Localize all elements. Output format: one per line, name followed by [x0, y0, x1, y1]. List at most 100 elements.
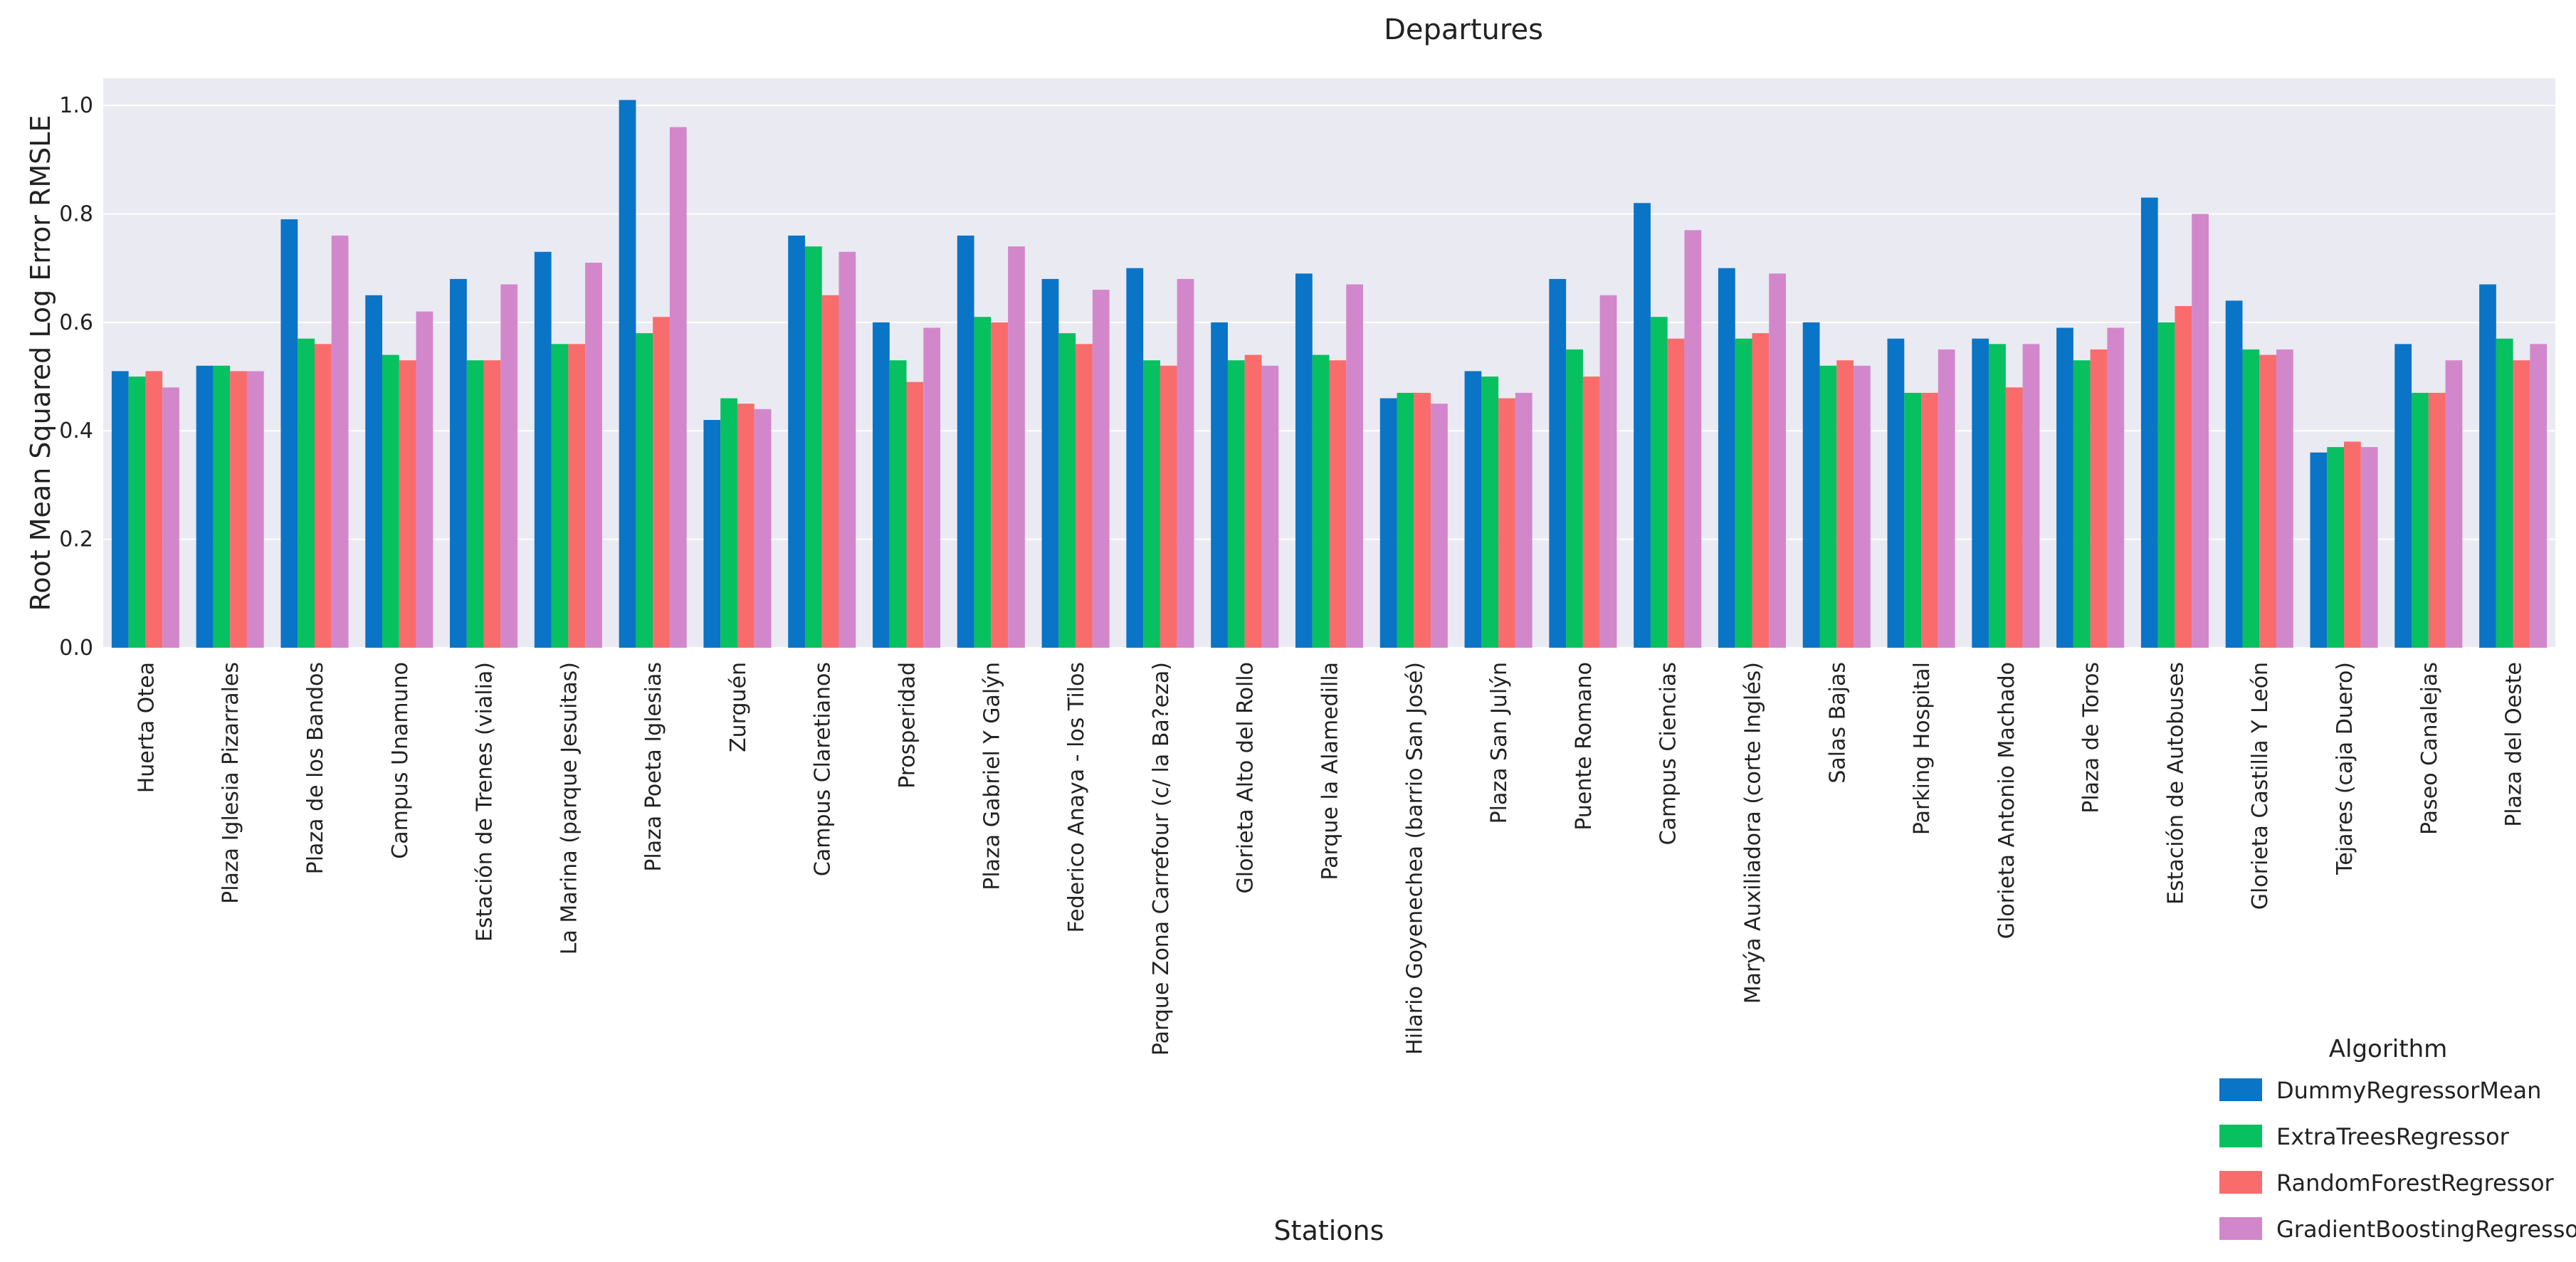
- bar-ExtraTreesRegressor: [1650, 317, 1668, 648]
- bar-DummyRegressorMean: [2310, 452, 2328, 648]
- bar-RandomForestRegressor: [314, 344, 332, 648]
- x-tick-label: Plaza de Toros: [2079, 662, 2104, 814]
- bar-RandomForestRegressor: [1582, 377, 1600, 648]
- bar-GradientBoostingRegressor: [923, 327, 941, 648]
- bar-GradientBoostingRegressor: [1515, 392, 1533, 648]
- bar-RandomForestRegressor: [653, 317, 670, 648]
- bar-DummyRegressorMean: [788, 235, 805, 648]
- bar-GradientBoostingRegressor: [2192, 214, 2209, 648]
- bar-RandomForestRegressor: [2175, 306, 2192, 648]
- bar-ExtraTreesRegressor: [889, 360, 907, 648]
- bar-RandomForestRegressor: [568, 344, 586, 648]
- bar-ExtraTreesRegressor: [2496, 338, 2513, 648]
- bar-GradientBoostingRegressor: [1092, 290, 1110, 648]
- bar-DummyRegressorMean: [111, 371, 129, 648]
- x-tick-label: Parque Zona Carrefour (c/ la Ba?eza): [1149, 662, 1174, 1056]
- legend-label: RandomForestRegressor: [2276, 1169, 2555, 1197]
- bar-GradientBoostingRegressor: [162, 387, 179, 648]
- x-tick-label: Glorieta Castilla Y León: [2248, 662, 2273, 910]
- x-tick-label: Glorieta Antonio Machado: [1994, 662, 2019, 939]
- bar-ExtraTreesRegressor: [466, 360, 484, 648]
- x-tick-label: Hilario Goyenechea (barrio San José): [1402, 662, 1427, 1055]
- bar-DummyRegressorMean: [196, 365, 214, 648]
- bar-ExtraTreesRegressor: [636, 333, 653, 648]
- x-tick-label: Federico Anaya - los Tilos: [1064, 662, 1089, 933]
- bar-GradientBoostingRegressor: [1854, 365, 1871, 648]
- bar-DummyRegressorMean: [2056, 327, 2073, 648]
- y-tick-label: 0.2: [59, 527, 93, 552]
- legend-swatch: [2219, 1125, 2262, 1147]
- bar-RandomForestRegressor: [737, 404, 755, 648]
- bar-ExtraTreesRegressor: [298, 338, 315, 648]
- legend-title: Algorithm: [2329, 1035, 2448, 1063]
- bar-GradientBoostingRegressor: [1346, 284, 1364, 648]
- bar-DummyRegressorMean: [1718, 268, 1735, 648]
- bar-DummyRegressorMean: [1887, 338, 1905, 648]
- x-tick-label: Estación de Autobuses: [2163, 662, 2188, 905]
- bar-RandomForestRegressor: [1498, 398, 1515, 648]
- bar-RandomForestRegressor: [1836, 360, 1854, 648]
- bar-RandomForestRegressor: [1414, 392, 1431, 648]
- bar-DummyRegressorMean: [534, 251, 552, 648]
- bar-ExtraTreesRegressor: [2157, 322, 2175, 648]
- bar-DummyRegressorMean: [280, 219, 298, 648]
- x-tick-label: Campus Claretianos: [811, 662, 836, 876]
- bar-DummyRegressorMean: [2225, 300, 2243, 648]
- x-tick-label: Prosperidad: [895, 662, 920, 789]
- bar-DummyRegressorMean: [1041, 278, 1059, 648]
- bar-RandomForestRegressor: [1244, 354, 1262, 648]
- bar-RandomForestRegressor: [1160, 365, 1177, 648]
- bar-ExtraTreesRegressor: [1481, 377, 1499, 648]
- bar-RandomForestRegressor: [230, 371, 247, 648]
- bar-GradientBoostingRegressor: [1431, 404, 1448, 648]
- legend-label: GradientBoostingRegressor: [2276, 1216, 2576, 1243]
- bar-GradientBoostingRegressor: [2022, 344, 2040, 648]
- bar-RandomForestRegressor: [1752, 333, 1770, 648]
- bar-DummyRegressorMean: [619, 100, 636, 648]
- bar-ExtraTreesRegressor: [1819, 365, 1837, 648]
- x-tick-label: Zurguén: [726, 662, 751, 752]
- x-tick-label: Plaza de los Bandos: [303, 662, 328, 874]
- bar-GradientBoostingRegressor: [331, 235, 349, 648]
- bar-ExtraTreesRegressor: [720, 398, 737, 648]
- bar-GradientBoostingRegressor: [416, 311, 433, 648]
- bar-GradientBoostingRegressor: [2107, 327, 2125, 648]
- bar-RandomForestRegressor: [1076, 344, 1093, 648]
- bar-GradientBoostingRegressor: [2276, 349, 2293, 648]
- bars: [111, 100, 2548, 648]
- bar-GradientBoostingRegressor: [2445, 360, 2463, 648]
- x-tick-label: Puente Romano: [1572, 662, 1597, 831]
- x-tick-labels: Huerta Otea Plaza Iglesia Pizarrales Plaza…: [134, 662, 2526, 1056]
- legend-swatch: [2219, 1078, 2262, 1101]
- x-tick-label: La Marina (parque Jesuitas): [557, 662, 582, 955]
- y-tick-label: 0.4: [59, 419, 93, 443]
- bar-GradientBoostingRegressor: [1769, 273, 1786, 648]
- legend-label: DummyRegressorMean: [2276, 1077, 2541, 1104]
- x-tick-label: Campus Unamuno: [388, 662, 413, 859]
- y-tick-labels: 0.0 0.2 0.4 0.6 0.8 1.0: [59, 93, 93, 661]
- bar-RandomForestRegressor: [145, 371, 163, 648]
- bar-RandomForestRegressor: [1667, 338, 1685, 648]
- x-tick-label: Plaza del Oeste: [2502, 662, 2527, 827]
- bar-GradientBoostingRegressor: [500, 284, 518, 648]
- y-tick-label: 1.0: [59, 93, 93, 118]
- x-tick-label: Estación de Trenes (vialia): [473, 662, 498, 942]
- x-tick-label: Parking Hospital: [1910, 662, 1935, 835]
- bar-ExtraTreesRegressor: [2327, 447, 2345, 648]
- bar-GradientBoostingRegressor: [585, 263, 602, 648]
- x-tick-label: Campus Ciencias: [1656, 662, 1681, 845]
- bar-RandomForestRegressor: [1921, 392, 1938, 648]
- bar-ExtraTreesRegressor: [1143, 360, 1160, 648]
- x-tick-label: Huerta Otea: [134, 662, 159, 793]
- y-axis-title: Root Mean Squared Log Error RMSLE: [25, 115, 56, 611]
- x-tick-label: Plaza Gabriel Y Galýn: [979, 662, 1004, 890]
- chart-title: Departures: [1384, 14, 1543, 46]
- bar-RandomForestRegressor: [399, 360, 416, 648]
- bar-GradientBoostingRegressor: [754, 409, 772, 648]
- bar-DummyRegressorMean: [703, 420, 721, 648]
- bar-ExtraTreesRegressor: [1058, 333, 1076, 648]
- x-axis-title: Stations: [1274, 1215, 1384, 1246]
- bar-RandomForestRegressor: [2428, 392, 2446, 648]
- bar-ExtraTreesRegressor: [1227, 360, 1245, 648]
